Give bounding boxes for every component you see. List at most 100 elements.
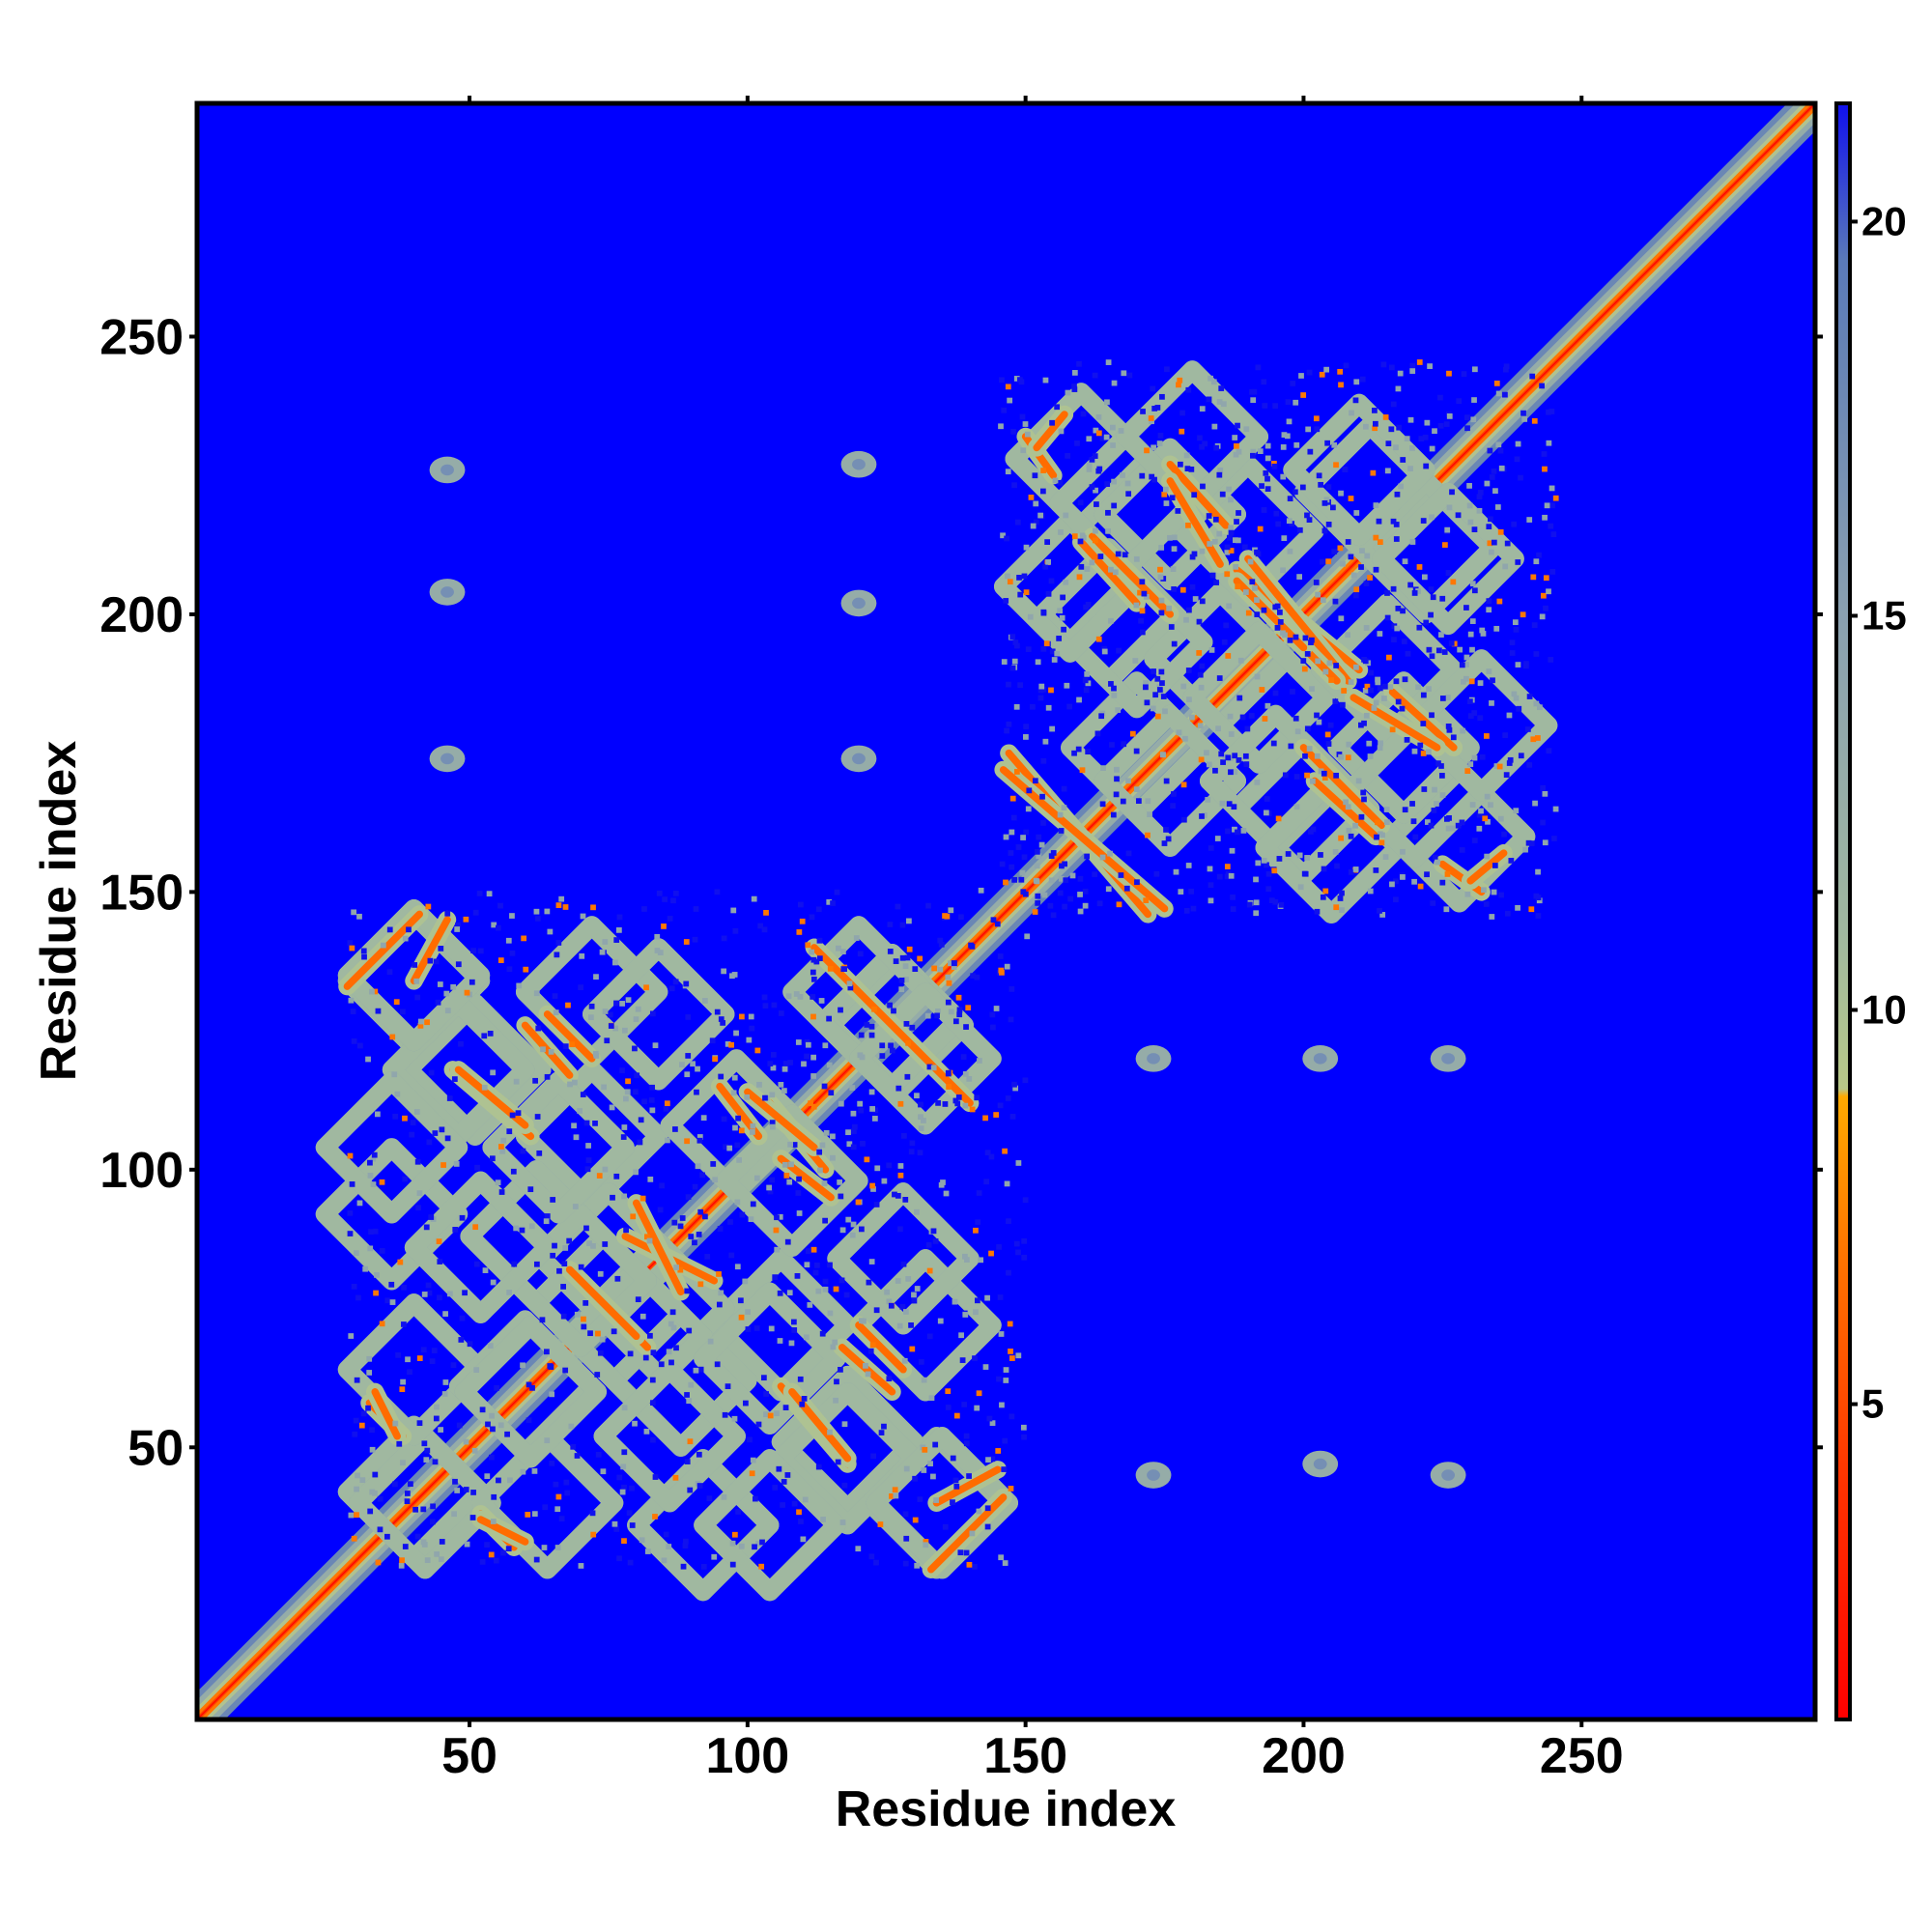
heatmap-cell <box>1382 854 1389 860</box>
heatmap-cell <box>702 1213 708 1220</box>
heatmap-cell <box>928 1395 935 1402</box>
heatmap-cell <box>652 1042 659 1049</box>
heatmap-cell <box>857 951 864 957</box>
heatmap-cell <box>1461 678 1466 685</box>
heatmap-cell <box>1069 872 1076 879</box>
heatmap-cell <box>1363 581 1370 587</box>
heatmap-cell <box>1228 497 1234 503</box>
heatmap-cell <box>1503 363 1510 370</box>
heatmap-cell <box>652 1514 658 1520</box>
heatmap-cell <box>1197 723 1204 729</box>
heatmap-cell <box>1020 889 1027 895</box>
heatmap-cell <box>608 1023 614 1029</box>
heatmap-cell <box>1084 853 1091 860</box>
heatmap-cell <box>1420 751 1427 756</box>
heatmap-cell <box>644 1234 650 1240</box>
heatmap-cell <box>737 1297 744 1304</box>
heatmap-cell <box>1143 897 1150 904</box>
heatmap-cell <box>800 1536 807 1543</box>
heatmap-cell <box>1293 441 1300 448</box>
heatmap-cell <box>402 935 409 942</box>
heatmap-cell <box>367 1173 374 1179</box>
heatmap-cell <box>623 1095 629 1102</box>
heatmap-cell <box>1159 393 1165 400</box>
heatmap-cell <box>974 974 980 980</box>
heatmap-cell <box>903 1309 909 1315</box>
heatmap-cell <box>1432 854 1438 861</box>
heatmap-cell <box>868 1023 875 1030</box>
heatmap-cell <box>704 1254 711 1260</box>
heatmap-cell <box>732 1531 738 1538</box>
heatmap-cell <box>1157 432 1164 439</box>
heatmap-cell <box>613 937 620 943</box>
heatmap-cell <box>976 1390 982 1397</box>
heatmap-cell <box>836 945 841 952</box>
contact-line <box>343 910 423 990</box>
heatmap-cell <box>1009 985 1015 992</box>
heatmap-cell <box>438 1427 444 1433</box>
heatmap-cell <box>692 1183 698 1190</box>
heatmap-cell <box>1301 666 1308 672</box>
heatmap-cell <box>906 946 913 952</box>
heatmap-cell <box>1352 867 1359 872</box>
heatmap-cell <box>902 1511 909 1518</box>
heatmap-cell <box>490 1519 497 1524</box>
heatmap-cell <box>1275 815 1282 822</box>
heatmap-cell <box>1161 840 1168 846</box>
heatmap-cell <box>747 1436 753 1443</box>
heatmap-cell <box>1071 384 1077 389</box>
heatmap-cell <box>1063 512 1069 519</box>
heatmap-cell <box>796 929 803 935</box>
heatmap-cell <box>766 1184 773 1191</box>
heatmap-cell <box>444 1008 451 1014</box>
heatmap-cell <box>424 1019 430 1026</box>
heatmap-cell <box>887 922 894 927</box>
heatmap-cell <box>917 1496 923 1502</box>
heatmap-cell <box>1228 529 1235 536</box>
heatmap-cell <box>1339 890 1345 896</box>
heatmap-cell <box>777 1338 783 1344</box>
heatmap-cell <box>1362 688 1369 694</box>
heatmap-cell <box>1180 816 1187 823</box>
heatmap-cell <box>1420 721 1427 726</box>
heatmap-cell <box>1152 692 1159 698</box>
heatmap-cell <box>1035 659 1041 666</box>
heatmap-cell <box>567 1081 573 1088</box>
heatmap-cell <box>1302 635 1309 641</box>
heatmap-cell <box>1121 370 1127 377</box>
heatmap-cell <box>360 1410 367 1417</box>
heatmap-cell <box>744 1094 751 1100</box>
heatmap-cell <box>641 1098 647 1105</box>
heatmap-cell <box>1435 760 1441 767</box>
heatmap-cell <box>1338 835 1344 841</box>
heatmap-cell <box>1076 696 1082 703</box>
heatmap-cell <box>1271 463 1278 469</box>
heatmap-cell <box>1523 663 1529 669</box>
heatmap-cell <box>1456 398 1463 404</box>
heatmap-cell <box>1323 366 1330 373</box>
heatmap-cell <box>1318 768 1324 775</box>
heatmap-cell <box>1261 857 1267 864</box>
heatmap-cell <box>944 913 951 920</box>
heatmap-cell <box>625 997 632 1004</box>
heatmap-cell <box>827 1429 833 1435</box>
heatmap-cell <box>1358 813 1365 820</box>
heatmap-cell <box>1196 618 1203 625</box>
heatmap-cell <box>1185 863 1192 868</box>
heatmap-cell <box>819 1142 826 1149</box>
heatmap-cell <box>1463 605 1469 611</box>
heatmap-cell <box>687 1438 694 1445</box>
heatmap-cell <box>900 1132 907 1139</box>
heatmap-cell <box>1530 736 1537 743</box>
heatmap-cell <box>912 1475 918 1482</box>
heatmap-cell <box>632 1045 638 1052</box>
heatmap-cell <box>1245 610 1252 616</box>
heatmap-cell <box>658 1361 665 1368</box>
heatmap-cell <box>897 1226 903 1233</box>
heatmap-cell <box>1017 682 1024 689</box>
heatmap-cell <box>1526 694 1533 699</box>
heatmap-cell <box>791 1327 798 1333</box>
heatmap-cell <box>367 1508 374 1515</box>
heatmap-cell <box>1139 608 1146 614</box>
